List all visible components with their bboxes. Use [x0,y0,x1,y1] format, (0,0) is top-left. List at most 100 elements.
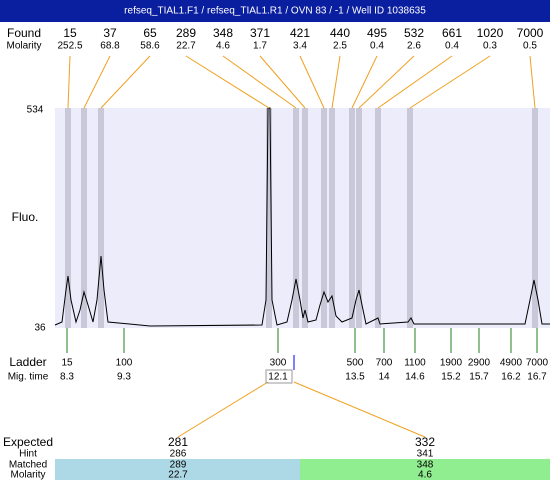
molarity-label: Molarity [6,41,41,52]
peak-size: 37 [103,26,117,40]
matched-size: 289 [170,460,187,471]
y-max: 534 [27,105,44,116]
peak-band [375,108,381,328]
mig-time: 16.7 [527,372,547,383]
peak-molarity: 4.6 [216,41,230,52]
matched-bar [55,459,300,480]
peak-band [266,108,272,328]
mig-time: 12.1 [268,372,288,383]
mig-time: 14 [378,372,390,383]
mig-time: 15.2 [441,372,461,383]
ladder-size: 300 [270,358,287,369]
ladder-size: 15 [61,358,73,369]
mig-time: 14.6 [405,372,425,383]
peak-link [529,55,536,109]
peak-link [222,55,297,109]
peak-band [356,108,362,328]
time-box [265,369,293,384]
peak-molarity: 68.8 [100,41,120,52]
ladder-size: 700 [376,358,393,369]
matched-molarity: 4.6 [418,470,432,480]
peak-link [299,55,325,109]
peak-size: 65 [143,26,157,40]
title: refseq_TIAL1.F1 / refseq_TIAL1.R1 / OVN … [124,6,426,17]
peak-molarity: 0.3 [483,41,497,52]
expected-size: 281 [168,435,188,449]
peak-link [409,55,491,109]
peak-band [65,108,71,328]
y-label: Fluo. [12,210,39,224]
matched-label: Matched [9,460,47,471]
y-min: 36 [34,323,46,334]
ladder-size: 4900 [500,358,523,369]
peak-molarity: 0.5 [523,41,537,52]
peak-size: 371 [250,26,270,40]
peak-size: 532 [404,26,424,40]
mig-time: 8.3 [60,372,74,383]
found-label: Found [7,26,41,40]
expected-label: Expected [3,435,53,449]
peak-link [83,55,111,109]
ladder-size: 1900 [440,358,463,369]
hint-size: 341 [417,449,434,460]
peak-link [185,55,270,109]
peak-size: 495 [367,26,387,40]
peak-link [358,55,415,109]
ladder-size: 7000 [526,358,549,369]
hint-label: Hint [19,449,37,460]
peak-molarity: 252.5 [57,41,82,52]
mig-time: 16.2 [501,372,521,383]
peak-band [98,108,104,328]
expected-size: 332 [415,435,435,449]
peak-size: 440 [330,26,350,40]
peak-size: 289 [176,26,196,40]
mig-time: 9.3 [117,372,131,383]
peak-band [321,108,327,328]
matched-bar [300,459,550,480]
peak-band [407,108,413,328]
ladder-size: 500 [347,358,364,369]
peak-size: 661 [442,26,462,40]
peak-molarity: 3.4 [293,41,307,52]
mig-time: 13.5 [345,372,365,383]
peak-link [100,55,151,109]
peak-link [331,55,341,109]
peak-band [293,108,299,328]
peak-molarity: 22.7 [176,41,196,52]
title-bar [0,0,550,22]
exp-molarity-label: Molarity [10,470,45,480]
trace [54,107,550,327]
link-line [293,381,426,438]
peak-size: 421 [290,26,310,40]
mig-time-label: Mig. time [8,372,49,383]
ladder-size: 2900 [468,358,491,369]
ladder-label: Ladder [9,355,46,369]
link-line [177,381,269,438]
peak-size: 7000 [517,26,544,40]
peak-band [302,108,308,328]
peak-molarity: 0.4 [445,41,459,52]
matched-size: 348 [417,460,434,471]
peak-band [81,108,87,328]
peak-link [259,55,306,109]
peak-molarity: 2.5 [333,41,347,52]
ladder-size: 1100 [404,358,426,369]
peak-size: 15 [63,26,77,40]
hint-size: 286 [170,449,187,460]
peak-molarity: 0.4 [370,41,384,52]
peak-band [349,108,355,328]
peak-size: 348 [213,26,233,40]
peak-link [377,55,453,109]
matched-molarity: 22.7 [168,470,188,480]
peak-band [532,108,538,328]
peak-link [351,55,378,109]
peak-size: 1020 [477,26,504,40]
peak-molarity: 1.7 [253,41,267,52]
peak-molarity: 58.6 [140,41,160,52]
peak-molarity: 2.6 [407,41,421,52]
peak-link [67,55,71,109]
peak-band [329,108,335,328]
ladder-size: 100 [116,358,133,369]
mig-time: 15.7 [469,372,489,383]
